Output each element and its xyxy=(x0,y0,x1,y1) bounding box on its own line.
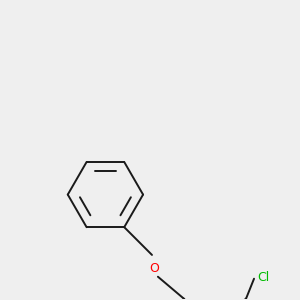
Text: Cl: Cl xyxy=(257,271,269,284)
Text: O: O xyxy=(149,262,159,275)
